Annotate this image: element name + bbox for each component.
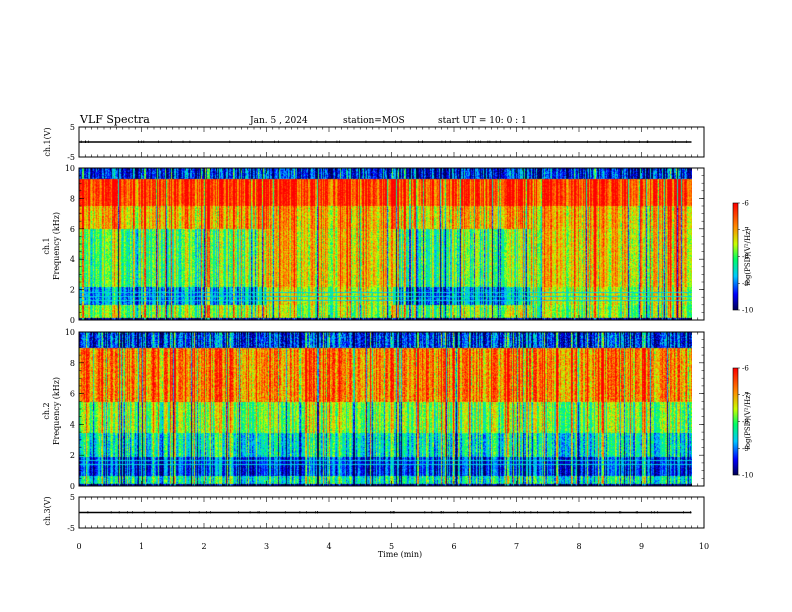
- ch1-frequency-label: Frequency (kHz): [52, 212, 61, 280]
- colorbar-tick-label: -7: [742, 391, 749, 399]
- colorbar2-label: log(PSD)(V²/Hz): [744, 392, 752, 449]
- x-tick-label: 3: [264, 542, 269, 551]
- colorbar-1: [733, 203, 738, 310]
- spectrogram-layer: [79, 168, 692, 486]
- voltage-trace-layer: [79, 140, 692, 514]
- colorbar-tick-label: -10: [742, 307, 753, 315]
- x-axis-label: Time (min): [378, 550, 422, 559]
- x-tick-label: 5: [389, 542, 394, 551]
- y-tick-label: 8: [70, 194, 75, 203]
- colorbar-tick-label: -10: [742, 472, 753, 480]
- x-tick-label: 4: [326, 542, 331, 551]
- y-tick-label: 5: [70, 123, 75, 132]
- spectrogram-ch1: [79, 168, 692, 320]
- y-tick-label: 4: [70, 255, 75, 264]
- y-tick-label: 10: [65, 164, 75, 173]
- x-tick-label: 0: [76, 542, 81, 551]
- y-tick-label: 4: [70, 420, 75, 429]
- x-tick-label: 8: [576, 542, 581, 551]
- y-tick-label: 5: [70, 493, 75, 502]
- spectrogram-ch2: [79, 332, 692, 486]
- header-station: station=MOS: [343, 116, 405, 126]
- colorbar-2: [733, 368, 738, 475]
- ch3v-axis-label: ch.3(V): [43, 496, 52, 525]
- colorbar1-label: log(PSD)(V²/Hz): [744, 228, 752, 285]
- colorbar-tick-label: -8: [742, 418, 749, 426]
- y-tick-label: 6: [70, 225, 75, 234]
- y-tick-label: 0: [70, 316, 75, 325]
- colorbar-tick-label: -8: [742, 253, 749, 261]
- x-tick-label: 7: [514, 542, 519, 551]
- ch2-frequency-label: Frequency (kHz): [52, 377, 61, 445]
- ch1v-axis-label: ch.1(V): [43, 127, 52, 156]
- figure-title: VLF Spectra: [79, 113, 150, 126]
- colorbar-tick-label: -6: [742, 365, 749, 373]
- y-tick-label: 2: [70, 286, 75, 295]
- colorbar-tick-label: -6: [742, 200, 749, 208]
- colorbar-tick-label: -9: [742, 280, 749, 288]
- y-tick-label: 2: [70, 451, 75, 460]
- colorbar-tick-label: -7: [742, 226, 749, 234]
- ch1-axis-label: ch.1: [42, 237, 51, 254]
- y-tick-label: 10: [65, 328, 75, 337]
- x-tick-label: 2: [201, 542, 206, 551]
- y-tick-label: 0: [70, 482, 75, 491]
- colorbar-tick-label: -9: [742, 445, 749, 453]
- x-tick-label: 1: [139, 542, 144, 551]
- ch2-axis-label: ch.2: [42, 402, 51, 419]
- y-tick-label: 6: [70, 390, 75, 399]
- header-date: Jan. 5 , 2024: [249, 116, 308, 126]
- header-start-time: start UT = 10: 0 : 1: [438, 116, 527, 126]
- x-tick-label: 6: [451, 542, 456, 551]
- y-tick-label: -5: [67, 153, 75, 162]
- x-tick-label: 10: [699, 542, 709, 551]
- x-tick-label: 9: [639, 542, 644, 551]
- y-tick-label: 8: [70, 359, 75, 368]
- y-tick-label: -5: [67, 524, 75, 533]
